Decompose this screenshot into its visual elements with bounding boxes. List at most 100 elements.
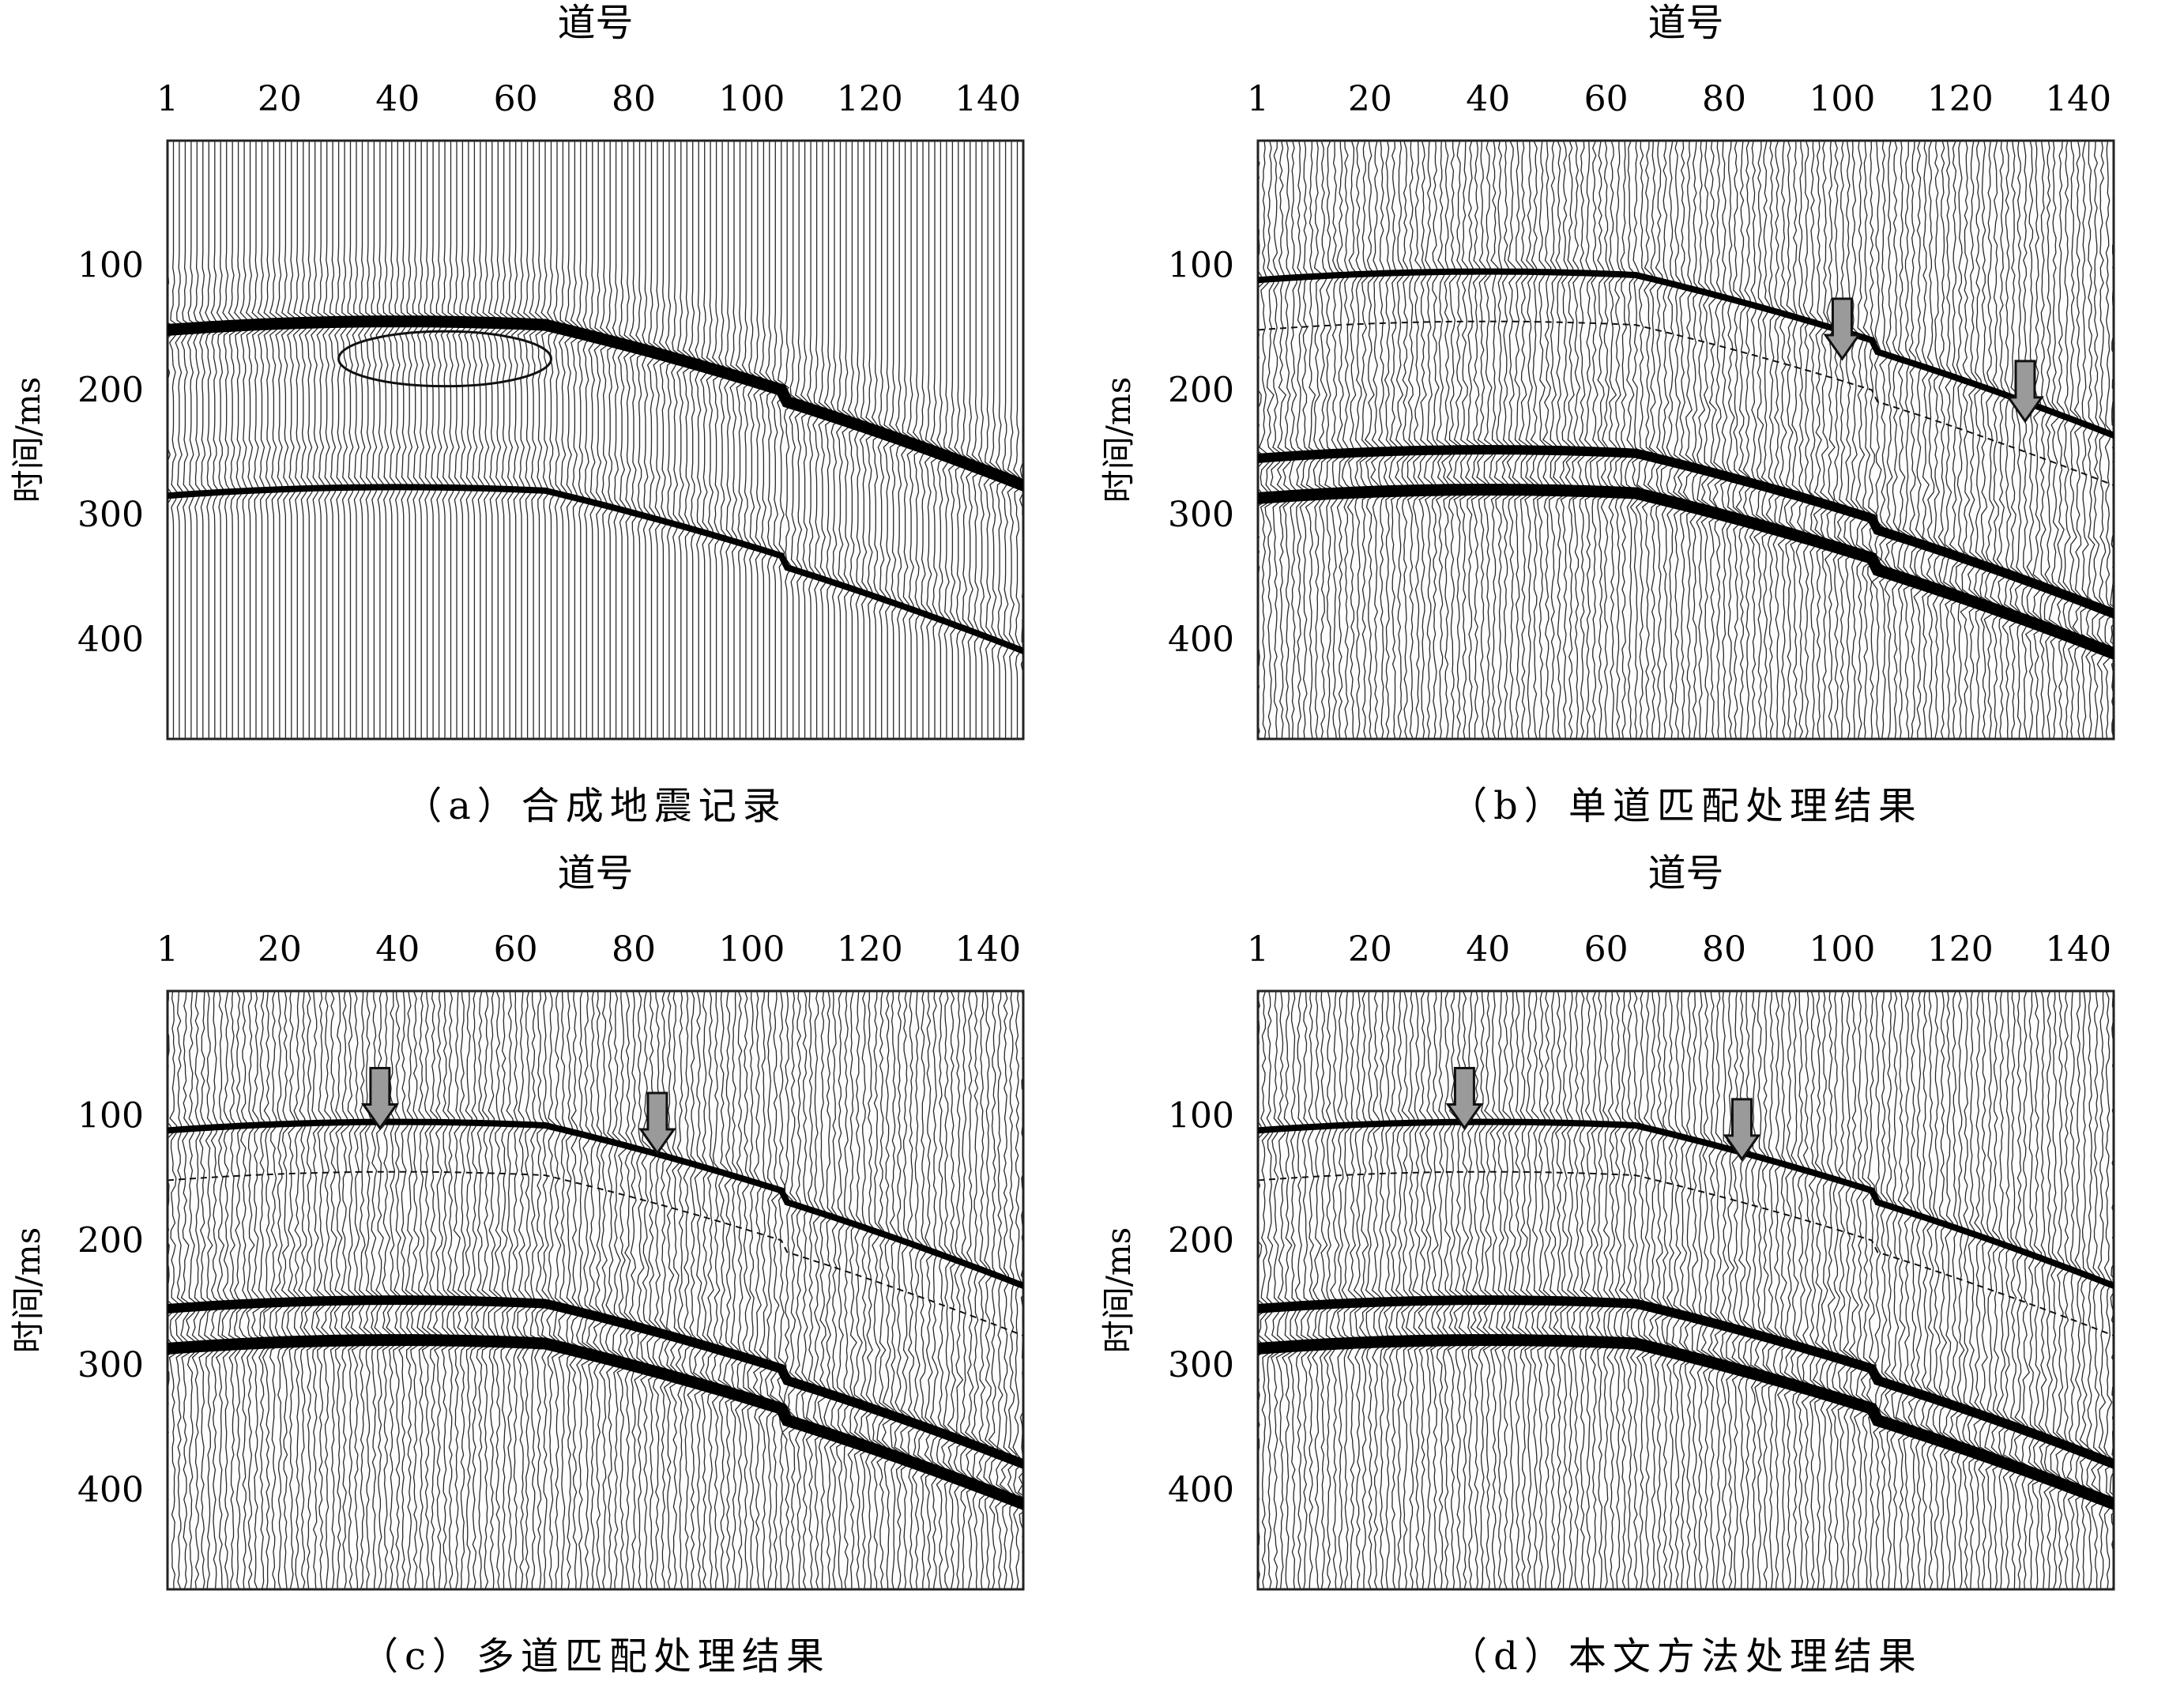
trace (234, 141, 247, 739)
trace (1271, 991, 1284, 1589)
trace (1902, 141, 1917, 739)
trace (1524, 991, 1538, 1589)
y-axis-label: 时间/ms (1099, 1227, 1138, 1354)
trace (1707, 141, 1719, 739)
trace (1926, 141, 1937, 739)
down-arrow-icon (1723, 1098, 1761, 1162)
trace (251, 991, 267, 1589)
trace (1383, 991, 1399, 1589)
trace (1589, 141, 1602, 739)
trace (493, 141, 506, 739)
trace (274, 991, 291, 1589)
trace (652, 991, 667, 1589)
trace (669, 991, 683, 1589)
trace (180, 991, 195, 1589)
y-tick-label: 100 (1168, 246, 1234, 286)
trace (2091, 991, 2103, 1589)
trace (1282, 991, 1296, 1589)
trace (1346, 141, 1361, 739)
trace (522, 991, 537, 1589)
trace (1956, 991, 1971, 1589)
trace (1700, 991, 1715, 1589)
trace (193, 141, 207, 739)
trace (1673, 141, 1685, 739)
trace (1395, 141, 1407, 739)
trace (304, 141, 318, 739)
trace (262, 991, 277, 1589)
trace (1518, 141, 1533, 739)
trace (1301, 991, 1315, 1589)
trace (1388, 991, 1404, 1589)
trace (612, 991, 624, 1589)
x-tick-label: 20 (258, 929, 302, 970)
trace (2013, 991, 2028, 1589)
trace (1708, 991, 1720, 1589)
trace (700, 141, 714, 739)
trace (350, 991, 366, 1589)
trace (787, 991, 801, 1589)
trace (1942, 141, 1956, 739)
trace (1873, 991, 1885, 1589)
trace (2109, 991, 2114, 1589)
trace (1836, 141, 1849, 739)
trace (529, 991, 545, 1589)
panel-a: 道号 1 20 40 60 80 100 120 140 时间/ms 100 200 300 400 （a）… (0, 0, 1090, 846)
reflector-event (168, 484, 1023, 654)
trace (960, 141, 974, 739)
trace (1777, 141, 1791, 739)
trace (281, 991, 296, 1589)
trace (1258, 991, 1267, 1585)
trace (1494, 991, 1508, 1589)
trace (341, 991, 352, 1589)
trace (1795, 991, 1811, 1589)
trace (1401, 991, 1413, 1589)
trace (1264, 991, 1278, 1589)
x-tick-label: 20 (258, 79, 302, 119)
trace (1336, 991, 1352, 1589)
trace (1365, 991, 1379, 1589)
trace (387, 141, 401, 739)
trace (747, 141, 762, 739)
trace (245, 141, 258, 739)
trace (370, 141, 383, 739)
trace (2031, 991, 2047, 1589)
trace (446, 141, 460, 739)
trace (1370, 141, 1386, 739)
trace (1294, 991, 1308, 1589)
reflector-event (1258, 1295, 2114, 1469)
trace (1901, 991, 1916, 1589)
trace (1932, 991, 1948, 1589)
trace (582, 141, 597, 739)
trace (1620, 141, 1636, 739)
x-tick-label: 40 (375, 79, 420, 119)
trace (724, 141, 737, 739)
trace (1258, 991, 1275, 1589)
trace (936, 141, 951, 739)
seismic-chart: 道号1 20 40 60 80 100 120 140时间/ms100200300400（a）… (9, 1, 1025, 828)
trace (1753, 991, 1769, 1589)
trace (1566, 991, 1582, 1589)
trace (345, 991, 360, 1589)
trace (841, 991, 857, 1589)
x-tick-label: 120 (837, 79, 903, 119)
y-tick-label: 100 (77, 246, 144, 286)
trace (1749, 141, 1764, 739)
trace (1712, 141, 1728, 739)
trace (2028, 991, 2039, 1589)
trace (564, 141, 576, 739)
trace (1501, 141, 1515, 739)
trace (1866, 991, 1881, 1589)
trace (1907, 991, 1924, 1589)
trace (405, 991, 416, 1589)
x-tick-label: 40 (1466, 929, 1510, 970)
trace (1897, 141, 1911, 739)
trace (1671, 991, 1685, 1589)
trace (1318, 141, 1333, 739)
trace (1001, 141, 1015, 739)
panel-b: 道号 1 20 40 60 80 100 120 140 时间/ms 100 200 300 400 （b）… (1090, 0, 2181, 846)
trace (215, 991, 230, 1589)
trace (1596, 141, 1610, 739)
trace (1512, 141, 1527, 739)
trace (334, 141, 348, 739)
trace (2048, 141, 2062, 739)
